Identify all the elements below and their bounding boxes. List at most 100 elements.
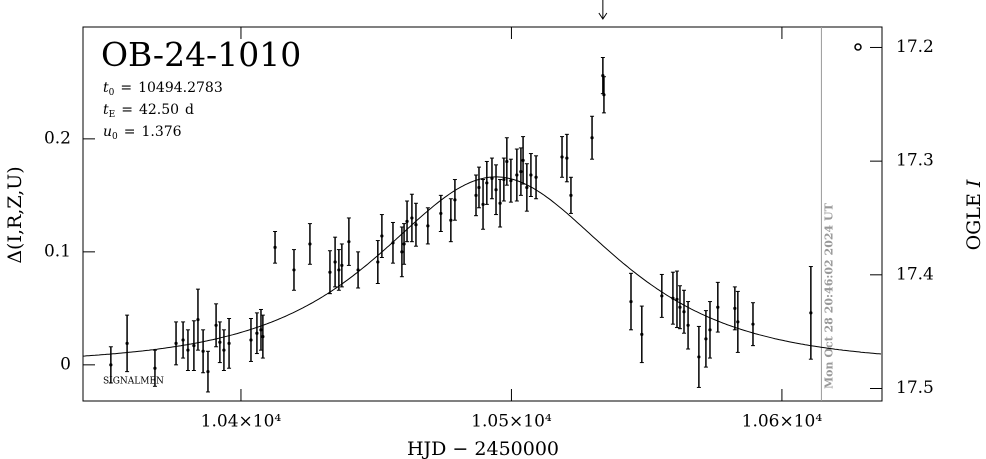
parameter: tE = 42.50 d <box>103 102 194 120</box>
data-point <box>678 305 682 309</box>
data-point <box>347 240 351 244</box>
data-point <box>261 334 265 339</box>
data-point <box>686 323 690 327</box>
data-point <box>181 338 185 342</box>
data-point <box>675 297 679 301</box>
data-point <box>439 211 443 216</box>
y2-tick-label: 17.4 <box>896 264 934 284</box>
data-point <box>174 341 178 345</box>
data-point <box>222 348 226 352</box>
data-point <box>214 323 218 327</box>
data-point <box>474 193 478 197</box>
parameter: t0 = 10494.2783 <box>103 80 223 98</box>
data-point <box>259 328 263 332</box>
data-point <box>249 338 253 342</box>
y2-axis-label-text: OGLE <box>963 193 985 250</box>
data-point <box>201 349 205 353</box>
data-point <box>218 340 222 344</box>
data-point <box>255 331 259 335</box>
data-point <box>682 310 686 314</box>
plot-frame <box>82 26 883 402</box>
data-point <box>356 268 360 272</box>
chart-title: OB-24-1010 <box>101 35 301 74</box>
parameter-equals: = <box>124 124 136 140</box>
data-point <box>109 363 113 367</box>
data-point <box>426 224 430 228</box>
data-point <box>227 341 231 345</box>
parameter-symbol: u <box>103 124 112 140</box>
data-point <box>410 216 414 220</box>
x-tick-label: 1.05×10⁴ <box>471 412 552 432</box>
data-point <box>333 260 337 264</box>
timestamp: Mon Oct 28 20:46:02 2024 UT <box>822 202 835 389</box>
reference-marker <box>854 43 862 51</box>
data-point <box>453 198 457 202</box>
data-point <box>391 241 395 245</box>
data-point <box>590 136 594 140</box>
data-point <box>498 201 502 205</box>
data-point <box>736 320 740 324</box>
data-point <box>704 337 708 341</box>
parameter-equals: = <box>120 80 132 96</box>
data-point <box>400 250 404 254</box>
data-point <box>485 181 489 185</box>
data-point <box>519 170 523 174</box>
data-point <box>292 268 296 272</box>
x-axis-label: HJD − 2450000 <box>407 438 559 459</box>
parameter-subscript: 0 <box>109 88 115 98</box>
data-point <box>708 328 712 332</box>
y-tick-label: 0.2 <box>44 128 71 148</box>
data-point <box>481 202 485 206</box>
parameter-equals: = <box>121 102 133 118</box>
data-point <box>525 185 529 190</box>
data-point <box>697 355 701 359</box>
data-point <box>640 332 644 336</box>
data-point <box>414 223 418 227</box>
data-point <box>751 322 755 326</box>
y2-tick-label: 17.2 <box>896 37 934 57</box>
data-point <box>477 185 481 190</box>
data-point <box>629 299 633 304</box>
data-point <box>515 173 519 177</box>
parameter-subscript: 0 <box>112 132 118 142</box>
data-point <box>534 175 538 179</box>
data-point <box>376 260 380 264</box>
data-point <box>308 242 312 246</box>
data-point <box>660 294 664 298</box>
y-tick-label: 0 <box>60 354 71 374</box>
data-point <box>716 305 720 309</box>
data-point <box>569 193 573 197</box>
x-tick-label: 1.06×10⁴ <box>742 412 823 432</box>
data-point <box>380 234 384 238</box>
data-point <box>273 245 277 249</box>
parameter-unit: d <box>185 102 194 118</box>
y-axis-label: Δ(I,R,Z,U) <box>4 166 26 263</box>
data-point <box>560 155 564 159</box>
parameter-value: 1.376 <box>142 124 182 140</box>
data-point <box>337 268 341 272</box>
parameter-value: 10494.2783 <box>138 80 223 96</box>
parameter-value: 42.50 <box>139 102 179 118</box>
signature: SIGNALMEN <box>103 377 164 387</box>
data-point <box>405 219 409 223</box>
data-point <box>505 159 509 164</box>
data-point <box>206 370 210 374</box>
data-point <box>565 156 569 160</box>
y2-axis-label-symbol: I <box>963 179 985 188</box>
parameter-symbol: t <box>103 80 109 96</box>
data-point <box>125 341 129 345</box>
data-point <box>192 344 196 348</box>
data-point <box>328 270 332 274</box>
y2-axis-label: OGLE I <box>963 179 985 250</box>
data-point <box>602 93 606 97</box>
data-point <box>402 242 406 246</box>
parameter-symbol: t <box>103 102 109 118</box>
y-tick-label: 0.1 <box>44 241 71 261</box>
data-point <box>340 263 344 268</box>
data-point <box>529 173 533 177</box>
data-point <box>490 176 494 181</box>
data-point <box>196 318 200 322</box>
alert-arrow-head <box>598 12 608 20</box>
x-tick-label: 1.04×10⁴ <box>201 412 282 432</box>
